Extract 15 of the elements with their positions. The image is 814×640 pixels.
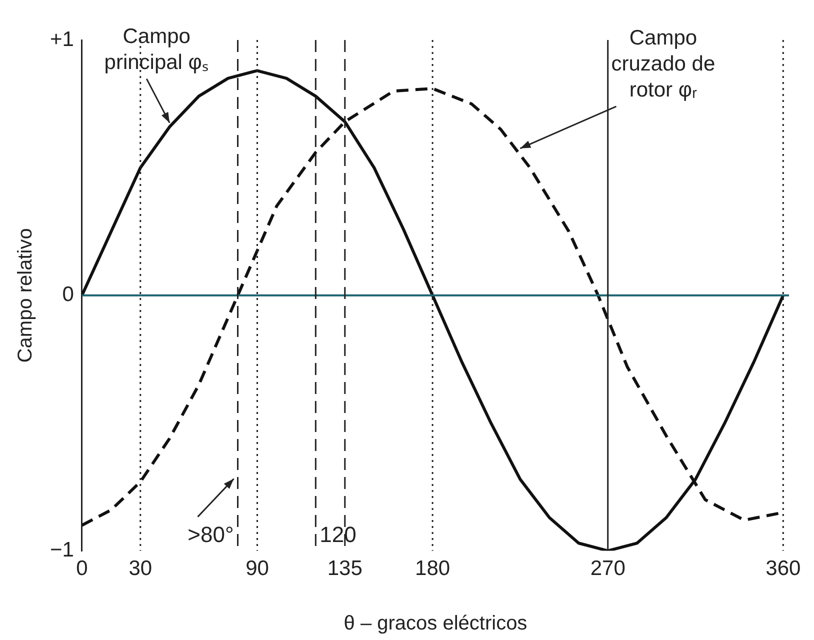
ref-line-label: >80° <box>188 522 234 547</box>
y-tick-label: −1 <box>50 538 74 562</box>
x-tick-label: 90 <box>246 557 269 580</box>
annotation: Campo principal φₛ <box>104 25 209 74</box>
x-axis-title: θ – gracos eléctricos <box>344 612 528 635</box>
y-tick-label: 0 <box>62 283 74 306</box>
x-tick-label: 30 <box>128 557 152 580</box>
y-axis-title: Campo relativo <box>14 228 37 363</box>
x-tick-label: 180 <box>415 557 450 580</box>
x-tick-label: 135 <box>327 557 362 580</box>
x-tick-label: 270 <box>590 557 626 580</box>
y-tick-label: +1 <box>50 28 74 51</box>
annotation: Campo cruzado de rotor φᵣ <box>611 26 716 102</box>
x-tick-label: 360 <box>766 557 801 580</box>
ref-line-label: 120 <box>320 522 356 547</box>
